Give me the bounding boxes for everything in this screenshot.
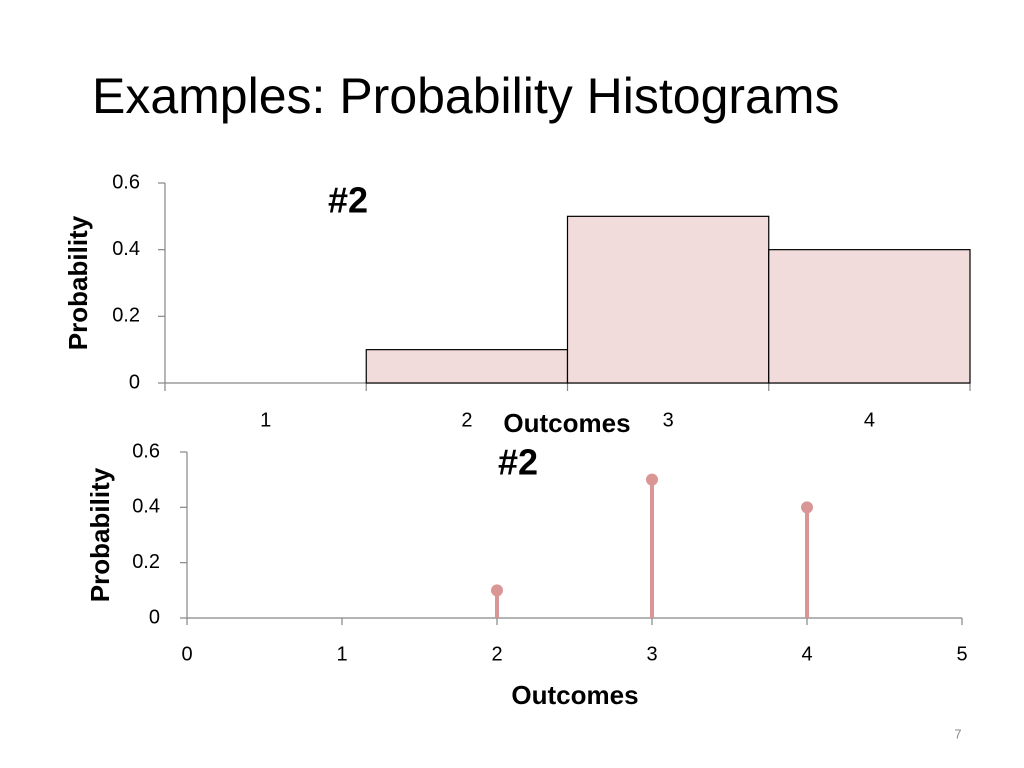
- x-tick-label: 2: [491, 643, 502, 665]
- y-tick-label: 0.6: [112, 171, 140, 193]
- x-tick-label: 2: [461, 409, 472, 431]
- stem-dot: [801, 501, 813, 514]
- x-tick-label: 1: [260, 409, 271, 431]
- x-tick-label: 3: [663, 409, 674, 431]
- x-axis-label: Outcomes: [511, 680, 638, 710]
- y-tick-label: 0.4: [112, 238, 140, 260]
- x-tick-label: 3: [646, 643, 657, 665]
- slide-title: Examples: Probability Histograms: [92, 68, 840, 124]
- y-tick-label: 0.4: [132, 496, 160, 518]
- page-number: 7: [954, 726, 961, 741]
- y-tick-label: 0: [129, 371, 140, 393]
- y-tick-label: 0.2: [112, 305, 140, 327]
- x-tick-label: 0: [181, 643, 192, 665]
- stem-dot: [646, 473, 658, 486]
- x-axis-label: Outcomes: [503, 408, 630, 438]
- stem-dot: [491, 584, 503, 597]
- x-tick-label: 5: [956, 643, 967, 665]
- y-tick-label: 0.6: [132, 440, 160, 462]
- annotation: #2: [328, 180, 368, 221]
- y-tick-label: 0: [149, 606, 160, 628]
- x-tick-label: 4: [864, 409, 875, 431]
- x-tick-label: 4: [801, 643, 812, 665]
- bar: [566, 215, 770, 384]
- bar: [768, 249, 971, 384]
- bar: [365, 349, 569, 384]
- x-tick-label: 1: [336, 643, 347, 665]
- y-tick-label: 0.2: [132, 551, 160, 573]
- annotation: #2: [498, 442, 538, 483]
- y-axis-label: Probability: [63, 215, 93, 350]
- y-axis-label: Probability: [85, 467, 115, 602]
